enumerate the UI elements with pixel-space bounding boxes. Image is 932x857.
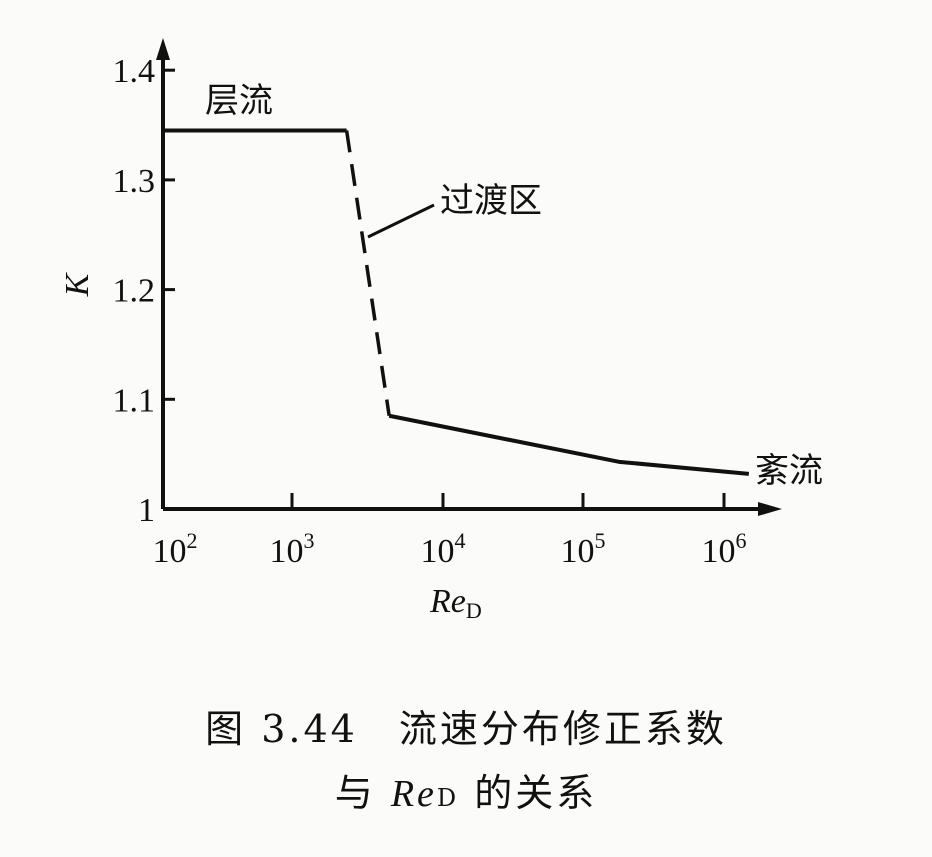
caption-line-2: 与 ReD 的关系 [334, 771, 598, 815]
label-turbulent: 紊流 [755, 451, 823, 491]
x-tick-label: 106 [702, 528, 747, 570]
y-tick-label: 1.2 [113, 273, 156, 310]
label-transition: 过渡区 [440, 181, 542, 221]
y-tick-label: 1 [138, 492, 155, 529]
series-line-solid [388, 413, 750, 476]
x-axis-arrow [758, 502, 782, 516]
y-tick-label: 1.4 [113, 53, 156, 90]
y-tick-label: 1.3 [113, 163, 156, 200]
x-axis-label: ReD [429, 583, 482, 623]
x-tick-label: 104 [421, 528, 466, 570]
caption-line-1: 图 3.44 流速分布修正系数 [205, 707, 727, 751]
transition-leader-line [367, 203, 435, 239]
x-tick-label: 103 [270, 528, 315, 570]
series-line-dashed [344, 130, 391, 417]
label-laminar: 层流 [205, 81, 273, 121]
y-axis-label: K [59, 271, 96, 297]
y-axis-arrow [156, 38, 170, 60]
x-tick-label: 102 [153, 528, 198, 570]
y-tick-label: 1.1 [113, 382, 156, 419]
axes [156, 38, 782, 516]
x-tick-label: 105 [561, 528, 606, 570]
